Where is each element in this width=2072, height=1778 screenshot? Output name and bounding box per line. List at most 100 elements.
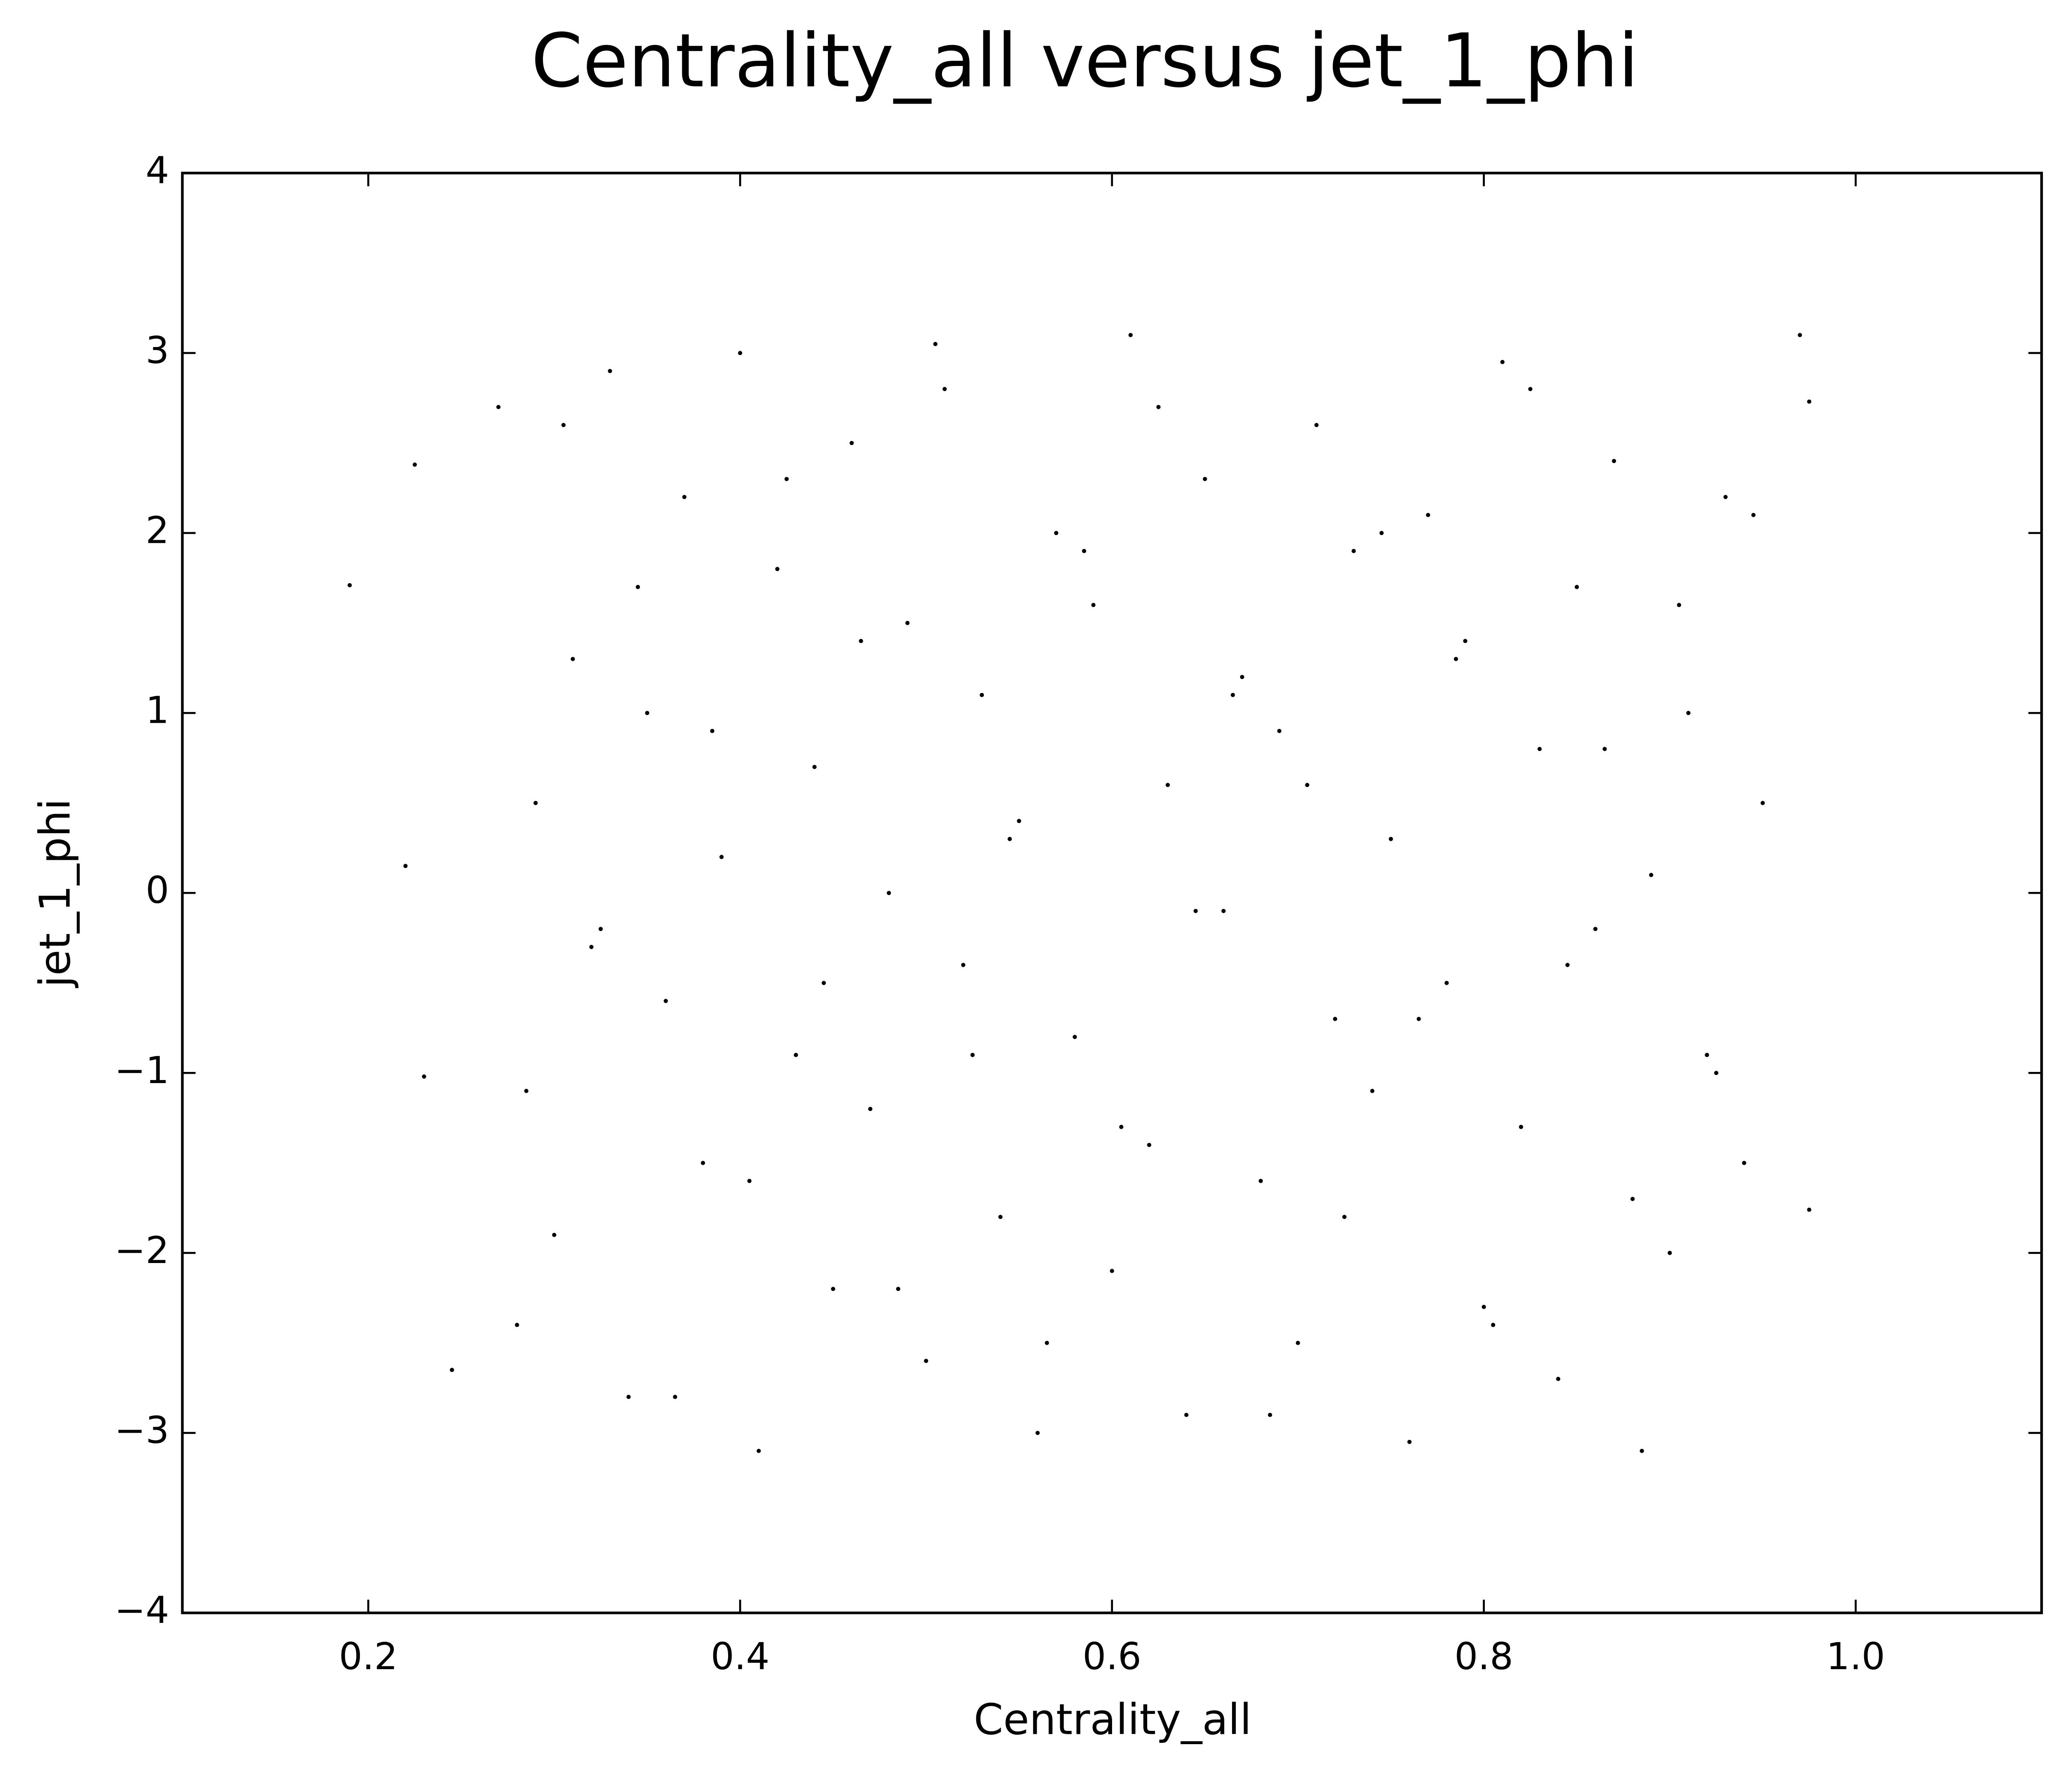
y-tick-label: −3 [114,1409,169,1452]
scatter-point [1314,423,1319,427]
scatter-point [1045,1341,1049,1345]
scatter-point [1091,603,1096,608]
scatter-point [682,495,687,499]
scatter-point [663,999,668,1003]
scatter-point [1714,1071,1718,1075]
scatter-point [1221,909,1226,913]
scatter-point [1574,585,1579,590]
scatter-point [887,891,891,895]
scatter-point [1426,513,1430,517]
scatter-point [1798,333,1802,337]
scatter-point [1166,783,1170,787]
scatter-point [1193,909,1198,913]
scatter-point [1054,531,1058,536]
scatter-point [598,927,603,931]
scatter-point [1342,1215,1347,1219]
scatter-point [775,567,780,572]
scatter-point [1565,963,1570,967]
scatter-point [1649,873,1653,877]
scatter-point [1268,1413,1272,1417]
scatter-point [1008,837,1012,841]
scatter-point [1602,747,1607,751]
scatter-point [784,477,789,481]
y-tick-label: −1 [114,1049,169,1092]
scatter-point [496,405,501,409]
scatter-point [924,1359,928,1363]
scatter-point [1742,1161,1746,1165]
scatter-point [896,1287,900,1291]
scatter-point [942,387,947,391]
x-tick-label: 0.6 [1082,1635,1141,1678]
scatter-point [1677,603,1681,608]
scatter-point [1156,405,1161,409]
scatter-point [812,765,817,769]
scatter-point [608,369,612,373]
scatter-point [403,864,408,868]
scatter-point [589,945,594,949]
scatter-point [822,981,826,985]
y-tick-label: 3 [146,329,169,372]
scatter-point [1388,837,1393,841]
scatter-point [980,693,984,697]
y-tick-label: −2 [114,1229,169,1272]
scatter-point [422,1074,426,1079]
scatter-point [570,657,575,662]
scatter-point [998,1215,1003,1219]
x-tick-label: 0.2 [339,1635,398,1678]
scatter-point [1202,477,1207,481]
scatter-point [794,1053,798,1057]
scatter-point [1277,729,1282,733]
scatter-point [1035,1431,1040,1435]
scatter-point [1184,1413,1189,1417]
scatter-point [1686,711,1691,715]
scatter-point [738,351,743,355]
scatter-point [1128,333,1133,337]
scatter-point [1258,1179,1263,1183]
scatter-point [1705,1053,1709,1057]
scatter-point [933,342,938,346]
y-tick-label: 1 [146,689,169,732]
scatter-point [1723,495,1728,499]
chart-title: Centrality_all versus jet_1_phi [531,18,1639,104]
scatter-point [1463,639,1468,644]
scatter-point [450,1368,454,1372]
scatter-point [961,963,966,967]
scatter-point [1119,1125,1124,1129]
scatter-point [1537,747,1542,751]
scatter-point [1751,513,1756,517]
scatter-point [1351,549,1356,554]
x-axis-label: Centrality_all [974,1695,1251,1744]
scatter-point [859,639,864,644]
y-tick-label: 2 [146,509,169,552]
scatter-point [1295,1341,1300,1345]
scatter-point [1370,1089,1375,1093]
scatter-point [1667,1251,1672,1255]
x-tick-label: 0.4 [711,1635,769,1678]
scatter-point [673,1395,678,1399]
scatter-point [1500,360,1505,364]
scatter-point [1305,783,1310,787]
scatter-point [1109,1269,1114,1273]
scatter-point [1481,1305,1486,1309]
scatter-point [636,585,640,590]
scatter-point [1807,1207,1811,1212]
scatter-point [849,441,854,445]
scatter-point [645,711,650,715]
x-tick-label: 1.0 [1826,1635,1885,1678]
y-tick-label: 4 [146,149,169,192]
y-tick-label: −4 [114,1589,169,1632]
scatter-point [1454,657,1458,662]
scatter-point [970,1053,975,1057]
scatter-point [524,1089,529,1093]
scatter-point [831,1287,835,1291]
scatter-point [868,1107,873,1111]
y-axis-label: jet_1_phi [31,799,80,988]
scatter-point [1017,819,1021,823]
scatter-point [1528,387,1532,391]
scatter-point [1593,927,1598,931]
scatter-point [533,801,538,805]
scatter-point [756,1449,761,1453]
scatter-point [1333,1017,1337,1021]
